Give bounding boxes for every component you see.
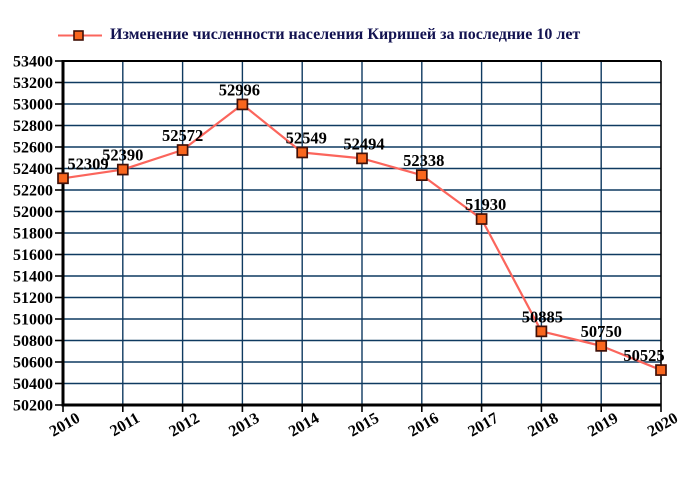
data-point-marker	[535, 325, 548, 338]
x-axis-tick-label: 2012	[166, 410, 202, 441]
y-axis-tick-label: 51800	[13, 226, 53, 243]
x-axis-tick-label: 2018	[525, 410, 561, 441]
y-axis-tick-label: 53200	[13, 75, 53, 92]
y-axis-tick-label: 52400	[13, 161, 53, 178]
data-point-marker	[116, 163, 129, 176]
y-axis-tick-label: 50600	[13, 355, 53, 372]
x-axis-tick-label: 2019	[585, 410, 621, 441]
data-point-label: 52996	[219, 80, 260, 99]
data-point-label: 52572	[162, 126, 203, 145]
y-axis-tick-label: 50400	[13, 376, 53, 393]
data-point-marker	[595, 340, 608, 352]
y-axis-tick-label: 51400	[13, 269, 53, 286]
data-point-label: 50525	[623, 346, 664, 365]
data-point-marker	[236, 98, 249, 111]
data-point-marker	[475, 213, 488, 225]
y-axis-tick-label: 51600	[13, 247, 53, 264]
y-axis-tick-label: 50200	[13, 398, 53, 415]
legend-label: Изменение численности населения Киришей …	[110, 26, 581, 43]
x-axis-tick-label: 2015	[346, 410, 382, 441]
y-axis-tick-label: 53400	[13, 54, 53, 71]
data-point-label: 52494	[343, 134, 384, 153]
y-axis-tick-label: 51200	[13, 290, 53, 307]
data-point-label: 52549	[286, 128, 327, 147]
data-point-marker	[176, 144, 189, 156]
x-axis-tick-label: 2017	[465, 410, 501, 441]
data-point-marker	[296, 146, 309, 159]
legend-marker-icon	[58, 29, 102, 41]
y-axis-tick-label: 53000	[13, 97, 53, 114]
data-point-marker	[655, 364, 667, 376]
y-axis-tick-label: 51000	[13, 312, 53, 329]
x-axis-tick-label: 2016	[406, 410, 442, 441]
y-axis-tick-label: 50800	[13, 333, 53, 350]
data-point-label: 50885	[522, 307, 563, 326]
data-point-label: 50750	[581, 322, 622, 341]
y-axis-tick-label: 52600	[13, 140, 53, 157]
data-point-label: 52338	[403, 151, 444, 170]
y-axis-tick-label: 52800	[13, 118, 53, 135]
data-point-marker	[415, 169, 428, 182]
y-axis-tick-label: 52000	[13, 204, 53, 221]
data-point-label: 51930	[465, 195, 506, 214]
x-axis-tick-label: 2013	[226, 410, 262, 441]
x-axis-tick-label: 2020	[645, 410, 680, 441]
data-point-label: 52309	[67, 154, 108, 173]
data-point-label: 52390	[102, 146, 143, 165]
data-point-marker	[356, 152, 368, 165]
legend: Изменение численности населения Киришей …	[57, 27, 580, 43]
x-axis-tick-label: 2014	[286, 410, 322, 441]
data-point-marker	[57, 172, 69, 185]
x-axis-tick-label: 2011	[107, 410, 142, 440]
y-axis-tick-label: 52200	[13, 183, 53, 200]
